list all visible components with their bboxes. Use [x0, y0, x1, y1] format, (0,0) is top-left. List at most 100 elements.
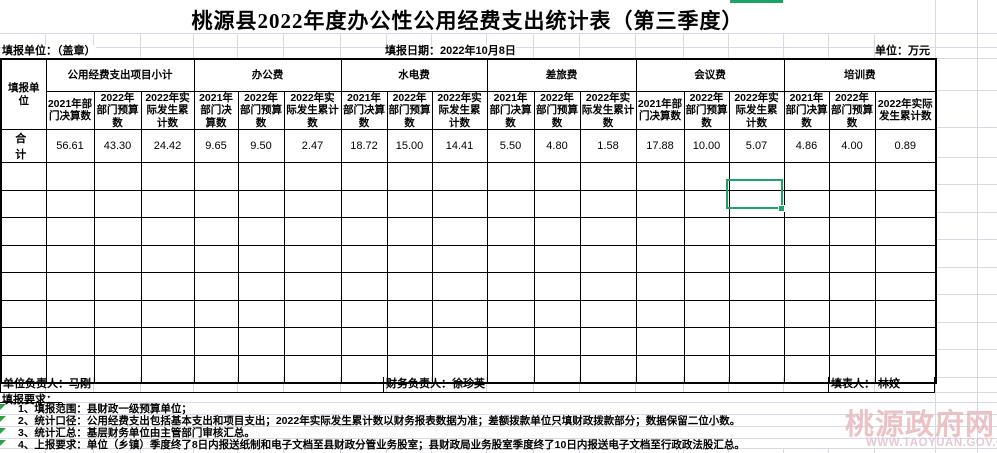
empty-cell[interactable] [283, 299, 342, 329]
empty-cell[interactable] [828, 299, 876, 329]
empty-cell[interactable] [340, 272, 388, 301]
empty-cell[interactable] [0, 244, 47, 274]
empty-cell[interactable] [728, 272, 785, 301]
group-header-cell[interactable]: 办公费 [193, 58, 342, 92]
sub-header-cell[interactable]: 2022年部门预算数 [683, 90, 730, 131]
empty-cell[interactable] [828, 244, 876, 274]
empty-cell[interactable] [93, 217, 142, 246]
empty-cell[interactable] [783, 189, 830, 219]
empty-cell[interactable] [579, 162, 637, 191]
group-header-cell[interactable]: 培训费 [783, 58, 937, 92]
empty-cell[interactable] [140, 244, 195, 274]
empty-cell[interactable] [140, 272, 195, 301]
empty-cell[interactable] [237, 244, 285, 274]
sub-header-cell[interactable]: 2022年部门预算数 [237, 90, 285, 131]
empty-cell[interactable] [193, 217, 239, 246]
empty-cell[interactable] [431, 272, 488, 301]
empty-cell[interactable] [874, 189, 937, 219]
empty-cell[interactable] [193, 327, 239, 356]
empty-cell[interactable] [431, 189, 488, 219]
group-header-cell[interactable]: 水电费 [340, 58, 488, 92]
empty-cell[interactable] [386, 354, 433, 384]
empty-cell[interactable] [93, 272, 142, 301]
empty-cell[interactable] [683, 189, 730, 219]
empty-cell[interactable] [140, 354, 195, 384]
value-cell[interactable]: 0.89 [874, 129, 937, 164]
empty-cell[interactable] [533, 244, 581, 274]
empty-cell[interactable] [486, 354, 535, 384]
empty-cell[interactable] [874, 272, 937, 301]
value-cell[interactable]: 5.07 [728, 129, 785, 164]
empty-cell[interactable] [340, 354, 388, 384]
empty-cell[interactable] [386, 299, 433, 329]
empty-cell[interactable] [386, 244, 433, 274]
empty-cell[interactable] [579, 244, 637, 274]
empty-cell[interactable] [783, 299, 830, 329]
empty-cell[interactable] [783, 244, 830, 274]
empty-cell[interactable] [635, 272, 685, 301]
sub-header-cell[interactable]: 2021年部门决算数 [45, 90, 95, 131]
empty-cell[interactable] [683, 217, 730, 246]
empty-cell[interactable] [93, 244, 142, 274]
empty-cell[interactable] [340, 327, 388, 356]
empty-cell[interactable] [193, 272, 239, 301]
empty-cell[interactable] [340, 299, 388, 329]
sub-header-cell[interactable]: 2022年实际发生累计数 [431, 90, 488, 131]
empty-cell[interactable] [728, 354, 785, 384]
value-cell[interactable]: 56.61 [45, 129, 95, 164]
empty-cell[interactable] [728, 327, 785, 356]
empty-cell[interactable] [635, 217, 685, 246]
empty-cell[interactable] [283, 327, 342, 356]
value-cell[interactable]: 24.42 [140, 129, 195, 164]
sub-header-cell[interactable]: 2021年部门决算数 [783, 90, 830, 131]
empty-cell[interactable] [237, 217, 285, 246]
empty-cell[interactable] [683, 272, 730, 301]
group-header-cell[interactable]: 公用经费支出项目小计 [45, 58, 195, 92]
value-cell[interactable]: 17.88 [635, 129, 685, 164]
empty-cell[interactable] [635, 299, 685, 329]
empty-cell[interactable] [635, 244, 685, 274]
empty-cell[interactable] [533, 299, 581, 329]
empty-cell[interactable] [635, 189, 685, 219]
empty-cell[interactable] [486, 327, 535, 356]
value-cell[interactable]: 14.41 [431, 129, 488, 164]
corner-header-cell[interactable]: 填报单位 [0, 58, 47, 131]
empty-cell[interactable] [683, 244, 730, 274]
empty-cell[interactable] [486, 162, 535, 191]
empty-cell[interactable] [283, 272, 342, 301]
empty-cell[interactable] [0, 162, 47, 191]
empty-cell[interactable] [579, 217, 637, 246]
empty-cell[interactable] [579, 327, 637, 356]
empty-cell[interactable] [0, 189, 47, 219]
empty-cell[interactable] [193, 244, 239, 274]
empty-cell[interactable] [0, 272, 47, 301]
sub-header-cell[interactable]: 2021年部门决算数 [193, 90, 239, 131]
empty-cell[interactable] [783, 327, 830, 356]
empty-cell[interactable] [140, 299, 195, 329]
empty-cell[interactable] [486, 244, 535, 274]
sub-header-cell[interactable]: 2022年部门预算数 [386, 90, 433, 131]
empty-cell[interactable] [283, 162, 342, 191]
empty-cell[interactable] [93, 299, 142, 329]
sub-header-cell[interactable]: 2022年实际发生累计数 [728, 90, 785, 131]
empty-cell[interactable] [237, 272, 285, 301]
sub-header-cell[interactable]: 2022年部门预算数 [533, 90, 581, 131]
value-cell[interactable]: 1.58 [579, 129, 637, 164]
empty-cell[interactable] [237, 189, 285, 219]
empty-cell[interactable] [283, 189, 342, 219]
fill-handle[interactable] [778, 205, 785, 212]
empty-cell[interactable] [486, 299, 535, 329]
empty-cell[interactable] [0, 327, 47, 356]
empty-cell[interactable] [874, 354, 937, 384]
empty-cell[interactable] [140, 162, 195, 191]
empty-cell[interactable] [237, 327, 285, 356]
empty-cell[interactable] [386, 327, 433, 356]
sub-header-cell[interactable]: 2022年部门预算数 [93, 90, 142, 131]
empty-cell[interactable] [386, 217, 433, 246]
empty-cell[interactable] [486, 217, 535, 246]
empty-cell[interactable] [237, 162, 285, 191]
empty-cell[interactable] [533, 327, 581, 356]
empty-cell[interactable] [140, 327, 195, 356]
empty-cell[interactable] [579, 272, 637, 301]
empty-cell[interactable] [193, 299, 239, 329]
